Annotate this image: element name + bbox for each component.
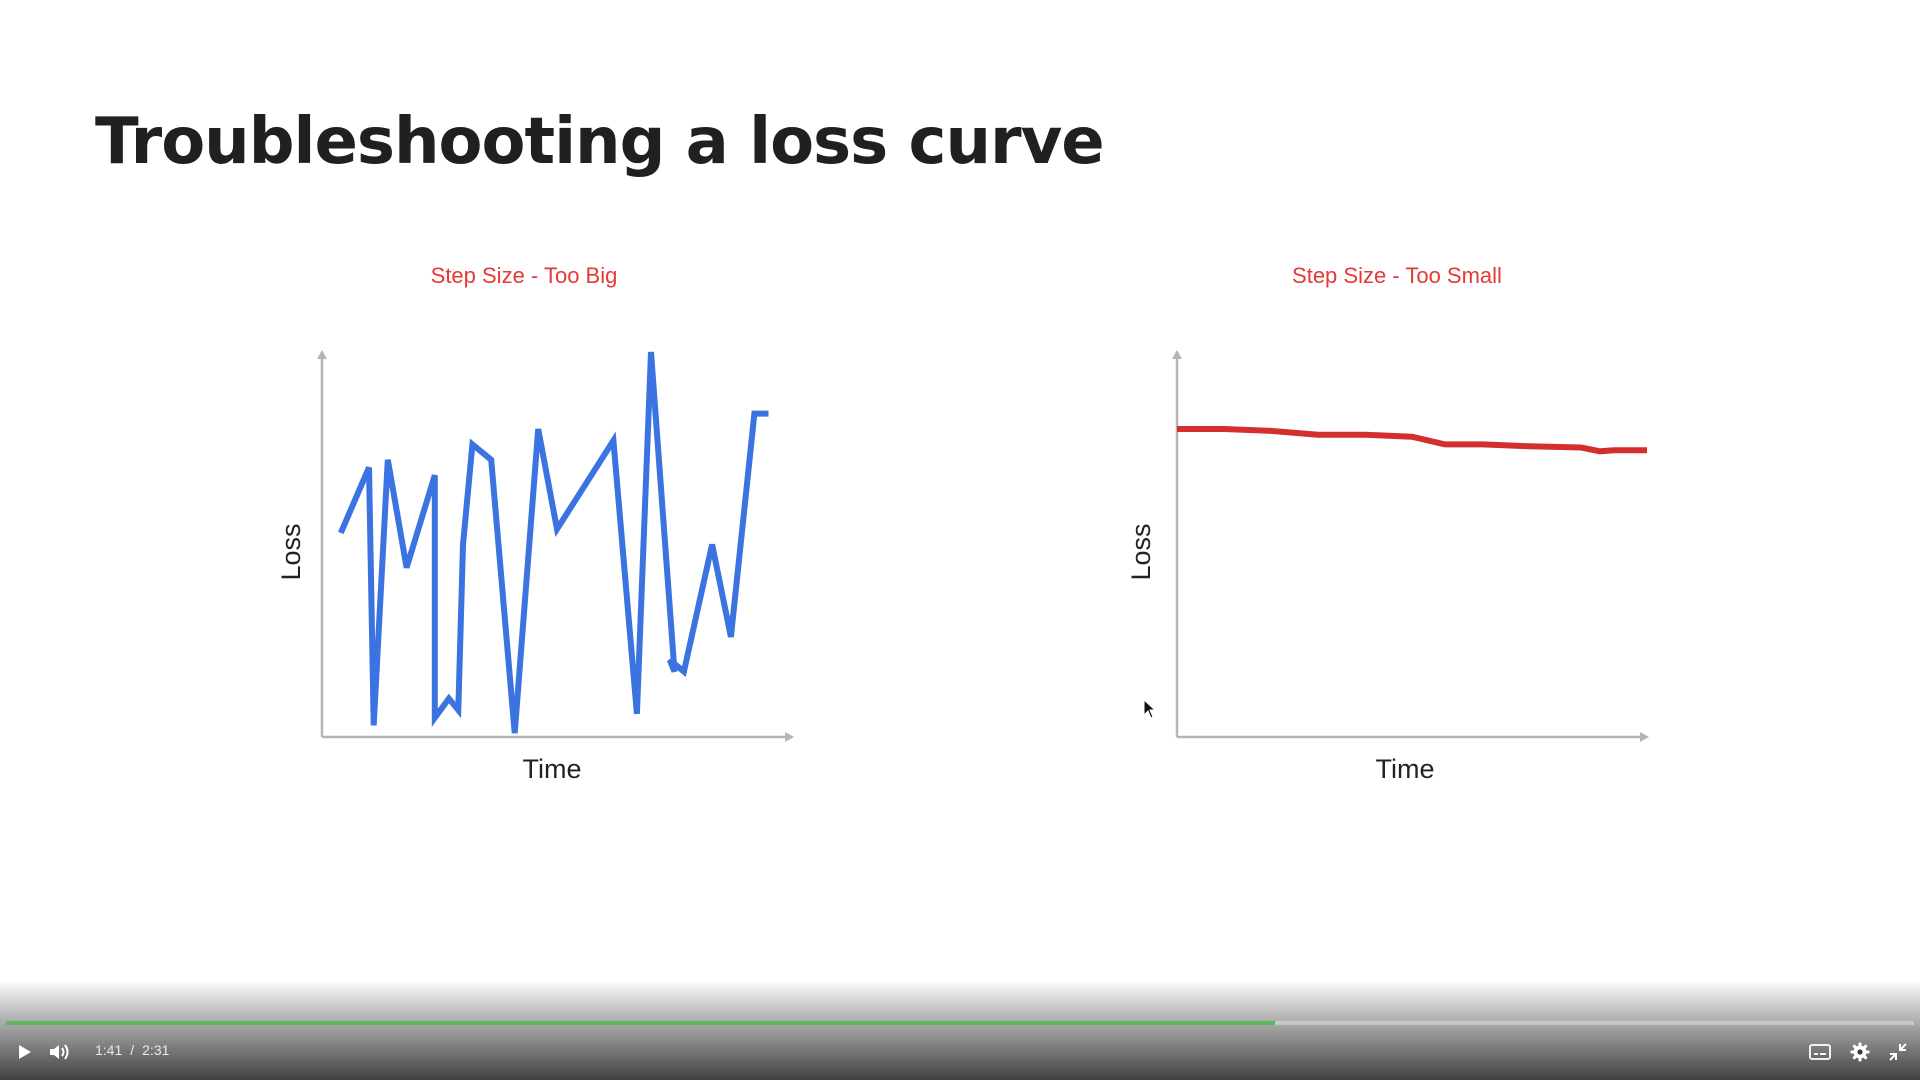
chart-axes xyxy=(1172,350,1649,742)
volume-icon xyxy=(50,1044,69,1060)
duration: 2:31 xyxy=(142,1042,170,1058)
loss-chart-too-small: Time Loss xyxy=(1126,350,1649,784)
current-time: 1:41 xyxy=(95,1042,123,1058)
y-axis-arrow xyxy=(317,350,327,359)
volume-button[interactable] xyxy=(44,1036,76,1068)
progress-bar[interactable] xyxy=(6,1021,1914,1025)
loss-curve-line xyxy=(338,351,769,734)
chart-title-too-big: Step Size - Too Big xyxy=(430,263,618,288)
chart-axes xyxy=(317,350,794,742)
x-axis-label: Time xyxy=(523,754,582,784)
y-axis-arrow xyxy=(1172,350,1182,359)
video-player-controls: 1:41 / 2:31 xyxy=(0,980,1920,1080)
captions-icon xyxy=(1809,1044,1831,1060)
loss-curve-line xyxy=(1177,426,1647,455)
x-axis-arrow xyxy=(785,732,794,742)
mouse-cursor-icon xyxy=(1143,699,1157,719)
captions-button[interactable] xyxy=(1804,1036,1836,1068)
slide-title: Troubleshooting a loss curve xyxy=(95,105,1105,179)
progress-fill xyxy=(6,1021,1275,1025)
settings-button[interactable] xyxy=(1844,1036,1876,1068)
loss-chart-too-big: Time Loss xyxy=(276,350,794,784)
time-display: 1:41 / 2:31 xyxy=(95,1042,169,1058)
x-axis-arrow xyxy=(1640,732,1649,742)
x-axis-label: Time xyxy=(1376,754,1435,784)
exit-fullscreen-icon xyxy=(1889,1043,1907,1061)
y-axis-label: Loss xyxy=(1126,523,1156,580)
gear-icon xyxy=(1850,1042,1870,1062)
play-icon xyxy=(19,1045,31,1059)
y-axis-label: Loss xyxy=(276,523,306,580)
chart-title-too-small: Step Size - Too Small xyxy=(1292,263,1502,288)
exit-fullscreen-button[interactable] xyxy=(1882,1036,1914,1068)
play-button[interactable] xyxy=(8,1036,40,1068)
time-separator: / xyxy=(130,1042,135,1058)
